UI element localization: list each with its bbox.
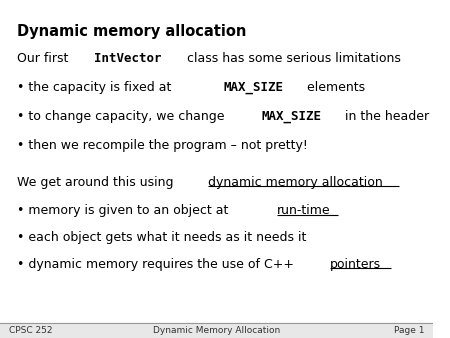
Text: • then we recompile the program – not pretty!: • then we recompile the program – not pr… (18, 139, 308, 151)
Text: • dynamic memory requires the use of C++: • dynamic memory requires the use of C++ (18, 258, 298, 270)
Text: We get around this using: We get around this using (18, 176, 178, 189)
Text: • to change capacity, we change: • to change capacity, we change (18, 110, 229, 123)
Text: Page 1: Page 1 (394, 326, 425, 335)
Bar (0, 323, 433, 338)
Text: Dynamic memory allocation: Dynamic memory allocation (18, 24, 247, 39)
Text: run-time: run-time (277, 204, 330, 217)
Text: • the capacity is fixed at: • the capacity is fixed at (18, 81, 176, 94)
Text: Dynamic Memory Allocation: Dynamic Memory Allocation (153, 326, 280, 335)
Text: Our first: Our first (18, 52, 73, 65)
Text: CPSC 252: CPSC 252 (9, 326, 52, 335)
Text: class has some serious limitations: class has some serious limitations (183, 52, 401, 65)
Text: • memory is given to an object at: • memory is given to an object at (18, 204, 233, 217)
Text: MAX_SIZE: MAX_SIZE (223, 81, 283, 94)
Text: elements: elements (303, 81, 365, 94)
Text: in the header: in the header (341, 110, 429, 123)
Text: IntVector: IntVector (94, 52, 161, 65)
Text: MAX_SIZE: MAX_SIZE (261, 110, 321, 123)
Text: dynamic memory allocation: dynamic memory allocation (208, 176, 383, 189)
Text: pointers: pointers (330, 258, 381, 270)
Text: • each object gets what it needs as it needs it: • each object gets what it needs as it n… (18, 231, 307, 243)
